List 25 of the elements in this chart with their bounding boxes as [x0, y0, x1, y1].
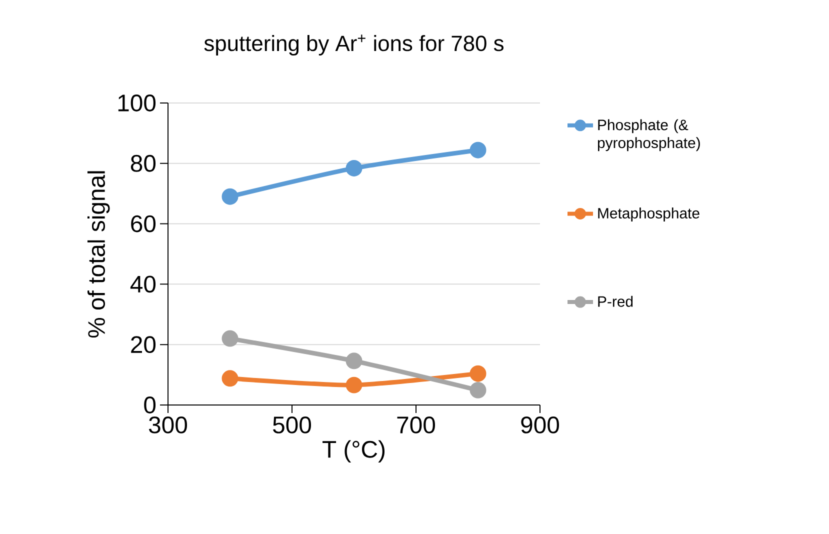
y-tick-label: 80: [130, 154, 156, 172]
y-axis-title: % of total signal: [87, 171, 110, 338]
legend-label: Metaphosphate: [598, 208, 700, 222]
x-tick-label: 900: [521, 416, 560, 434]
point: [346, 352, 362, 370]
x-axis-title: T (°C): [322, 440, 385, 463]
legend-label: P-red: [598, 296, 633, 307]
y-tick-label: 20: [131, 336, 156, 354]
y-tick-label: 0: [144, 396, 156, 414]
point: [470, 365, 486, 382]
point: [470, 142, 486, 158]
point: [222, 188, 238, 205]
point: [470, 382, 486, 398]
legend-label: Phosphate (& pyrophosphate): [598, 119, 700, 152]
x-tick-label: 500: [273, 416, 312, 434]
point: [222, 370, 238, 387]
point: [222, 330, 238, 347]
y-tick-label: 40: [130, 276, 156, 293]
point: [346, 160, 362, 176]
chart-title: sputtering by Ar$^{+}$ ions for 780 s: [204, 34, 504, 56]
x-tick-label: 700: [397, 416, 436, 434]
point: [346, 376, 362, 394]
y-tick-label: 60: [131, 215, 156, 232]
x-tick-label: 300: [148, 416, 188, 434]
y-tick-label: 100: [118, 94, 156, 112]
